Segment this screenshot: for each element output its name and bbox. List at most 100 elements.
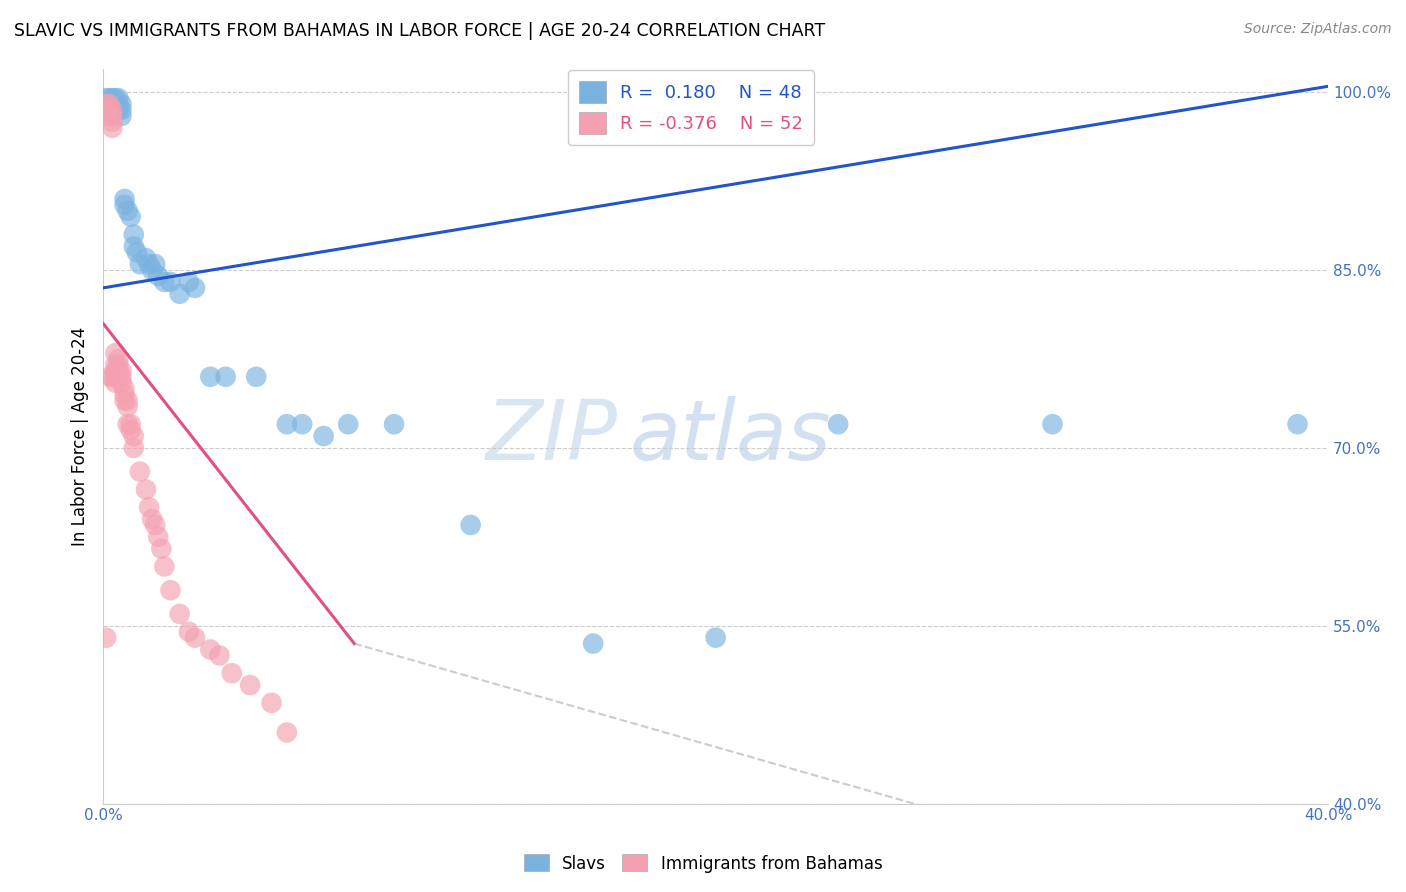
Point xyxy=(159,275,181,289)
Point xyxy=(117,417,139,432)
Y-axis label: In Labor Force | Age 20-24: In Labor Force | Age 20-24 xyxy=(72,326,89,546)
Point xyxy=(122,227,145,242)
Point xyxy=(107,103,129,117)
Point xyxy=(101,97,124,112)
Point xyxy=(312,429,335,443)
Point xyxy=(122,441,145,455)
Point xyxy=(159,583,181,598)
Point xyxy=(110,109,132,123)
Point xyxy=(98,103,121,117)
Point xyxy=(96,631,118,645)
Point xyxy=(125,245,148,260)
Text: Source: ZipAtlas.com: Source: ZipAtlas.com xyxy=(1244,22,1392,37)
Point xyxy=(104,358,127,372)
Point xyxy=(98,103,121,117)
Point xyxy=(104,346,127,360)
Point xyxy=(177,275,200,289)
Point xyxy=(141,263,163,277)
Point xyxy=(107,369,129,384)
Point xyxy=(582,636,605,650)
Point xyxy=(1286,417,1309,432)
Point xyxy=(96,97,118,112)
Point xyxy=(120,210,142,224)
Point xyxy=(169,607,191,621)
Point xyxy=(143,257,166,271)
Point xyxy=(143,518,166,533)
Point xyxy=(101,103,124,117)
Point xyxy=(104,97,127,112)
Point xyxy=(177,624,200,639)
Point xyxy=(117,203,139,218)
Point xyxy=(107,358,129,372)
Point xyxy=(276,417,298,432)
Point xyxy=(135,251,157,265)
Point xyxy=(98,109,121,123)
Point xyxy=(128,257,150,271)
Point xyxy=(96,91,118,105)
Point xyxy=(110,103,132,117)
Point xyxy=(200,642,222,657)
Point xyxy=(120,423,142,437)
Text: atlas: atlas xyxy=(630,395,831,476)
Point xyxy=(107,97,129,112)
Point xyxy=(110,376,132,390)
Point xyxy=(98,369,121,384)
Point xyxy=(104,369,127,384)
Point xyxy=(101,115,124,129)
Point xyxy=(96,103,118,117)
Point xyxy=(107,364,129,378)
Point xyxy=(1042,417,1064,432)
Point xyxy=(150,541,173,556)
Point xyxy=(110,364,132,378)
Point xyxy=(104,364,127,378)
Point xyxy=(98,97,121,112)
Point xyxy=(221,666,243,681)
Point xyxy=(704,631,727,645)
Point xyxy=(128,465,150,479)
Point xyxy=(104,376,127,390)
Point xyxy=(208,648,231,663)
Point xyxy=(98,91,121,105)
Legend: Slavs, Immigrants from Bahamas: Slavs, Immigrants from Bahamas xyxy=(517,847,889,880)
Point xyxy=(148,530,170,544)
Point xyxy=(382,417,405,432)
Point xyxy=(117,400,139,414)
Point xyxy=(184,281,207,295)
Point xyxy=(101,91,124,105)
Point xyxy=(101,120,124,135)
Point xyxy=(114,382,136,396)
Point xyxy=(135,483,157,497)
Point xyxy=(114,198,136,212)
Legend: R =  0.180    N = 48, R = -0.376    N = 52: R = 0.180 N = 48, R = -0.376 N = 52 xyxy=(568,70,814,145)
Point xyxy=(200,369,222,384)
Point xyxy=(117,393,139,408)
Point xyxy=(337,417,360,432)
Point xyxy=(120,417,142,432)
Point xyxy=(107,351,129,366)
Point xyxy=(114,393,136,408)
Point xyxy=(184,631,207,645)
Point xyxy=(148,268,170,283)
Point xyxy=(104,103,127,117)
Point xyxy=(239,678,262,692)
Point xyxy=(291,417,314,432)
Point xyxy=(245,369,267,384)
Text: SLAVIC VS IMMIGRANTS FROM BAHAMAS IN LABOR FORCE | AGE 20-24 CORRELATION CHART: SLAVIC VS IMMIGRANTS FROM BAHAMAS IN LAB… xyxy=(14,22,825,40)
Point xyxy=(138,257,160,271)
Point xyxy=(276,725,298,739)
Point xyxy=(96,97,118,112)
Point xyxy=(169,286,191,301)
Text: ZIP: ZIP xyxy=(485,395,617,476)
Point xyxy=(827,417,849,432)
Point xyxy=(153,559,176,574)
Point xyxy=(98,97,121,112)
Point xyxy=(110,97,132,112)
Point xyxy=(260,696,283,710)
Point xyxy=(460,518,482,533)
Point xyxy=(122,239,145,253)
Point xyxy=(214,369,236,384)
Point xyxy=(101,369,124,384)
Point xyxy=(104,91,127,105)
Point xyxy=(153,275,176,289)
Point xyxy=(101,109,124,123)
